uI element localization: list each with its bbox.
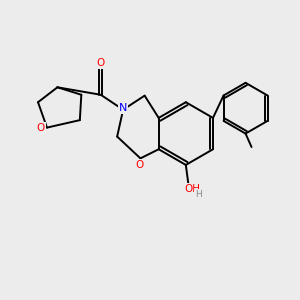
Text: O: O [97, 58, 105, 68]
Text: OH: OH [185, 184, 201, 194]
Text: N: N [119, 103, 127, 113]
Text: O: O [36, 123, 44, 133]
Text: O: O [136, 160, 144, 170]
Text: H: H [195, 190, 202, 199]
